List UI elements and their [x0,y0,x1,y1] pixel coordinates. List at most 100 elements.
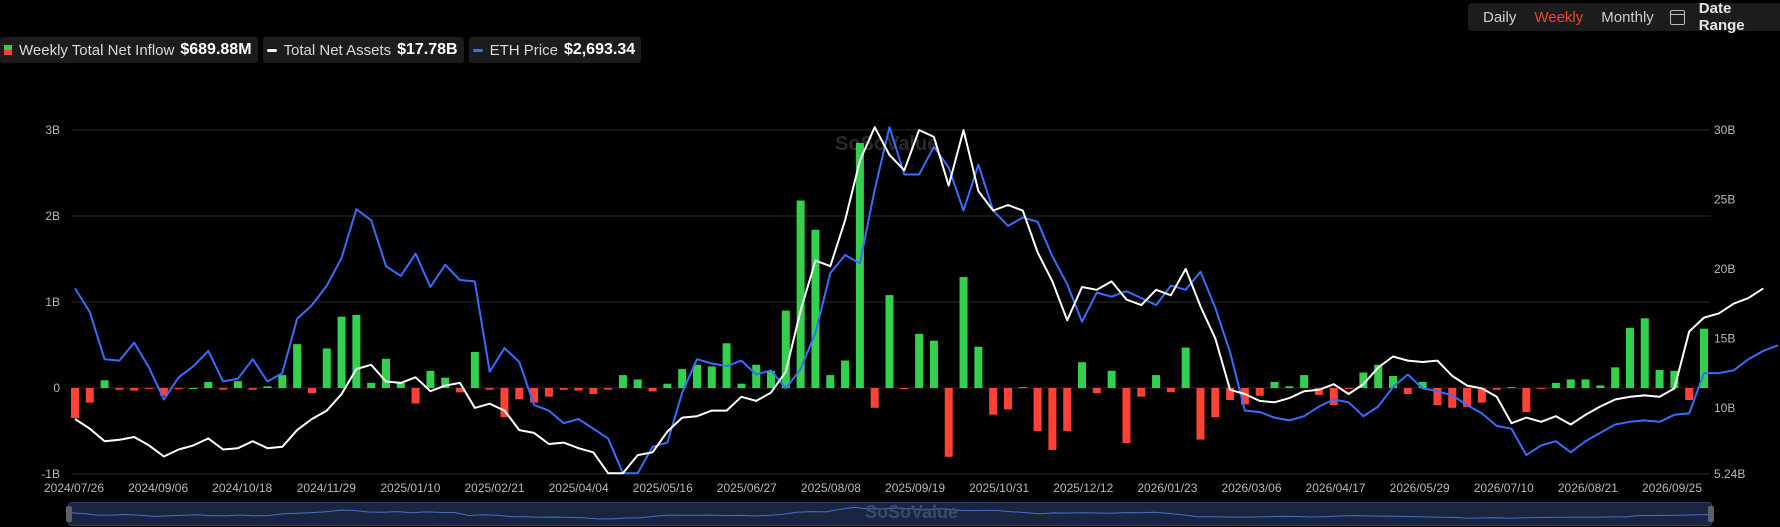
line-swatch-blue-icon [472,48,483,52]
inflow-bar [204,381,213,388]
inflow-bar [233,381,242,388]
period-selector: Daily Weekly Monthly [1468,3,1669,31]
legend-value: $2,693.34 [563,41,636,58]
inflow-bar [159,388,168,396]
inflow-bar [1492,388,1501,390]
right-tick-label: 20B [1714,262,1735,276]
x-tick-label: 2024/10/18 [212,481,272,495]
range-navigator[interactable]: SoSoValue [66,502,1714,526]
inflow-bar [1537,388,1546,389]
inflow-bar [885,295,894,388]
inflow-bar [1389,375,1398,388]
inflow-bar [915,333,924,388]
inflow-bar [1448,388,1457,408]
bar-swatch-icon [4,45,12,55]
inflow-bar [293,344,302,388]
inflow-bar [1596,385,1605,388]
legend-net-inflow[interactable]: Weekly Total Net Inflow $689.88M [0,37,258,63]
navigator-left-handle[interactable] [66,506,72,522]
inflow-bar [1211,388,1220,418]
inflow-bar [1018,387,1027,389]
inflow-bar [796,200,805,388]
calendar-icon [1670,9,1685,25]
inflow-bar [337,316,346,388]
inflow-bar [1433,388,1442,406]
inflow-bar [1285,386,1294,388]
inflow-bar [500,388,509,418]
inflow-bar [515,388,524,400]
inflow-bar [1670,370,1679,388]
inflow-bar [263,386,272,388]
eth-price-line [74,126,1779,475]
x-tick-label: 2026/04/17 [1306,481,1366,495]
x-tick-label: 2026/05/29 [1390,481,1450,495]
x-tick-label: 2025/04/04 [549,481,609,495]
navigator-price-line [69,506,1711,520]
inflow-bar [1522,388,1531,413]
inflow-bar [959,277,968,388]
navigator-right-handle[interactable] [1708,506,1714,522]
x-tick-label: 2024/11/29 [297,481,356,495]
inflow-bar [648,388,657,392]
legend-value: $689.88M [180,41,252,58]
x-tick-label: 2025/10/31 [969,481,1029,495]
inflow-bar [1314,388,1323,395]
inflow-bar [1270,381,1279,388]
line-swatch-white-icon [266,48,277,52]
inflow-bar [1003,388,1012,410]
inflow-bar [174,388,183,389]
inflow-bar [811,229,820,388]
inflow-bar [1700,328,1708,388]
period-monthly[interactable]: Monthly [1601,8,1654,26]
date-range-label: Date Range [1698,0,1745,34]
x-tick-label: 2025/08/08 [801,481,861,495]
inflow-bar [841,360,850,388]
inflow-bar [929,340,938,388]
left-tick-label: -1B [41,467,60,481]
inflow-bar [145,388,154,389]
inflow-bar [1463,388,1472,407]
inflow-bar [633,379,642,388]
inflow-bar [574,388,583,391]
legend-value: $17.78B [397,41,458,58]
legend-eth-price[interactable]: ETH Price $2,693.34 [468,37,642,63]
inflow-bar [1092,388,1101,394]
inflow-bar [1611,367,1620,388]
inflow-bar [678,369,687,388]
inflow-bar [900,388,909,389]
inflow-bar [870,388,879,408]
inflow-bar [115,388,124,390]
legend-label: ETH Price [489,41,558,59]
legend-label: Total Net Assets [283,41,392,59]
period-daily[interactable]: Daily [1483,8,1517,26]
inflow-bar [1507,387,1516,389]
right-tick-label: 15B [1714,331,1735,345]
inflow-bar [826,375,835,388]
inflow-bar [1685,388,1694,401]
legend-net-assets[interactable]: Total Net Assets $17.78B [262,37,464,63]
inflow-bar [737,383,746,388]
inflow-bar [544,388,553,397]
inflow-bar [1418,381,1427,388]
inflow-bar [1581,379,1590,388]
x-tick-label: 2025/09/19 [885,481,945,495]
inflow-bar [1329,388,1338,406]
inflow-bar [1655,369,1664,388]
inflow-bar [396,382,405,388]
right-tick-label: 30B [1714,123,1735,137]
inflow-bar [855,142,864,388]
inflow-bar [589,388,598,395]
inflow-bar [189,388,198,389]
inflow-bar [1240,388,1249,405]
inflow-bar [130,388,139,391]
inflow-bar [692,364,701,388]
inflow-bar [1344,388,1353,389]
period-weekly[interactable]: Weekly [1534,8,1584,26]
date-range-button[interactable]: Date Range [1656,0,1780,34]
inflow-bar [248,388,257,390]
x-tick-label: 2025/02/21 [464,481,524,495]
inflow-bar [322,348,331,388]
inflow-bar [1566,379,1575,388]
inflow-bar [426,370,435,388]
left-tick-label: 2B [45,209,60,223]
